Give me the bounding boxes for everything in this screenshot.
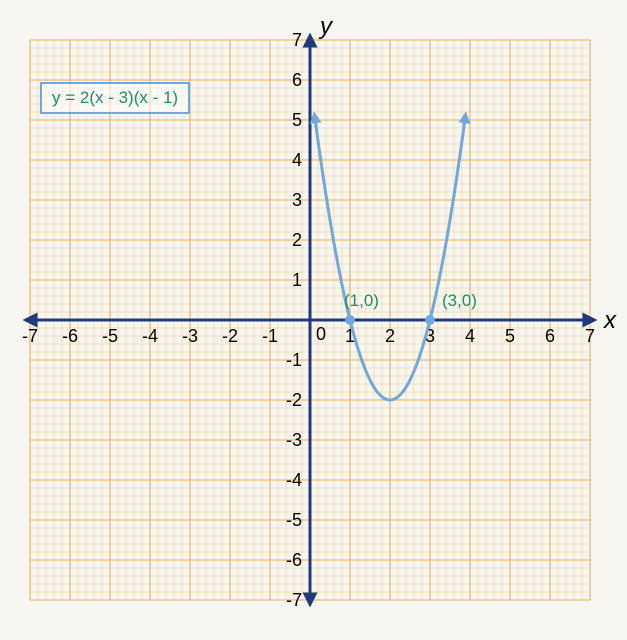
svg-text:4: 4 xyxy=(465,326,475,346)
svg-text:0: 0 xyxy=(316,324,326,344)
svg-text:7: 7 xyxy=(585,326,595,346)
svg-text:1: 1 xyxy=(292,270,302,290)
svg-text:-7: -7 xyxy=(22,326,38,346)
point-label-1: (3,0) xyxy=(442,291,477,310)
point-1 xyxy=(425,315,435,325)
svg-text:2: 2 xyxy=(292,230,302,250)
equation-text: y = 2(x - 3)(x - 1) xyxy=(52,88,178,107)
svg-text:3: 3 xyxy=(292,190,302,210)
x-axis-label: x xyxy=(603,307,617,334)
svg-text:7: 7 xyxy=(292,30,302,50)
svg-text:-1: -1 xyxy=(286,350,302,370)
svg-text:-4: -4 xyxy=(286,470,302,490)
svg-text:-6: -6 xyxy=(62,326,78,346)
svg-text:-2: -2 xyxy=(222,326,238,346)
svg-text:4: 4 xyxy=(292,150,302,170)
point-0 xyxy=(345,315,355,325)
svg-text:-6: -6 xyxy=(286,550,302,570)
svg-text:5: 5 xyxy=(505,326,515,346)
svg-text:5: 5 xyxy=(292,110,302,130)
svg-text:-3: -3 xyxy=(286,430,302,450)
svg-text:6: 6 xyxy=(292,70,302,90)
point-label-0: (1,0) xyxy=(344,291,379,310)
svg-text:-4: -4 xyxy=(142,326,158,346)
svg-text:-3: -3 xyxy=(182,326,198,346)
svg-text:-7: -7 xyxy=(286,590,302,610)
y-axis-label: y xyxy=(318,13,334,40)
svg-text:-5: -5 xyxy=(102,326,118,346)
svg-text:-5: -5 xyxy=(286,510,302,530)
svg-text:-1: -1 xyxy=(262,326,278,346)
svg-text:2: 2 xyxy=(385,326,395,346)
svg-text:-2: -2 xyxy=(286,390,302,410)
svg-text:6: 6 xyxy=(545,326,555,346)
equation-box: y = 2(x - 3)(x - 1) xyxy=(40,82,190,114)
chart-container: y = 2(x - 3)(x - 1) -7 -6 -5 -4 -3 -2 -1 0 1 2 3 4 5… xyxy=(10,10,627,625)
